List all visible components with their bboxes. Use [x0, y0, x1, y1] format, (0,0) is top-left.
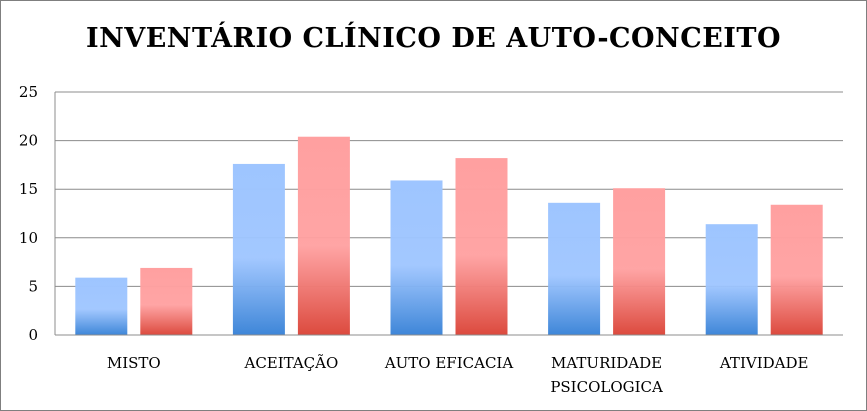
x-category-label: ATIVIDADE [719, 354, 809, 372]
y-tick-label: 5 [28, 277, 38, 295]
y-tick-label: 0 [28, 326, 38, 344]
y-tick-label: 20 [19, 132, 38, 150]
y-tick-label: 10 [19, 229, 38, 247]
x-category-label: MATURIDADE PSICOLOGICA [550, 354, 663, 396]
y-tick-label: 15 [19, 180, 38, 198]
bar-series2-2 [455, 158, 508, 335]
bar-series2-4 [770, 204, 823, 335]
bar-series2-3 [613, 188, 666, 335]
x-category-label: MISTO [107, 354, 161, 372]
bar-series1-3 [548, 202, 601, 335]
bar-series1-2 [390, 180, 443, 335]
bar-series2-0 [140, 267, 193, 335]
bar-series1-0 [75, 277, 128, 335]
x-category-label: AUTO EFICACIA [384, 354, 514, 372]
chart-title: INVENTÁRIO CLÍNICO DE AUTO-CONCEITO [85, 23, 782, 54]
x-category-label: ACEITAÇÃO [243, 354, 338, 372]
bar-series2-1 [297, 136, 350, 335]
y-tick-label: 25 [19, 83, 38, 101]
bar-series1-1 [232, 163, 285, 335]
bar-series1-4 [705, 224, 758, 335]
